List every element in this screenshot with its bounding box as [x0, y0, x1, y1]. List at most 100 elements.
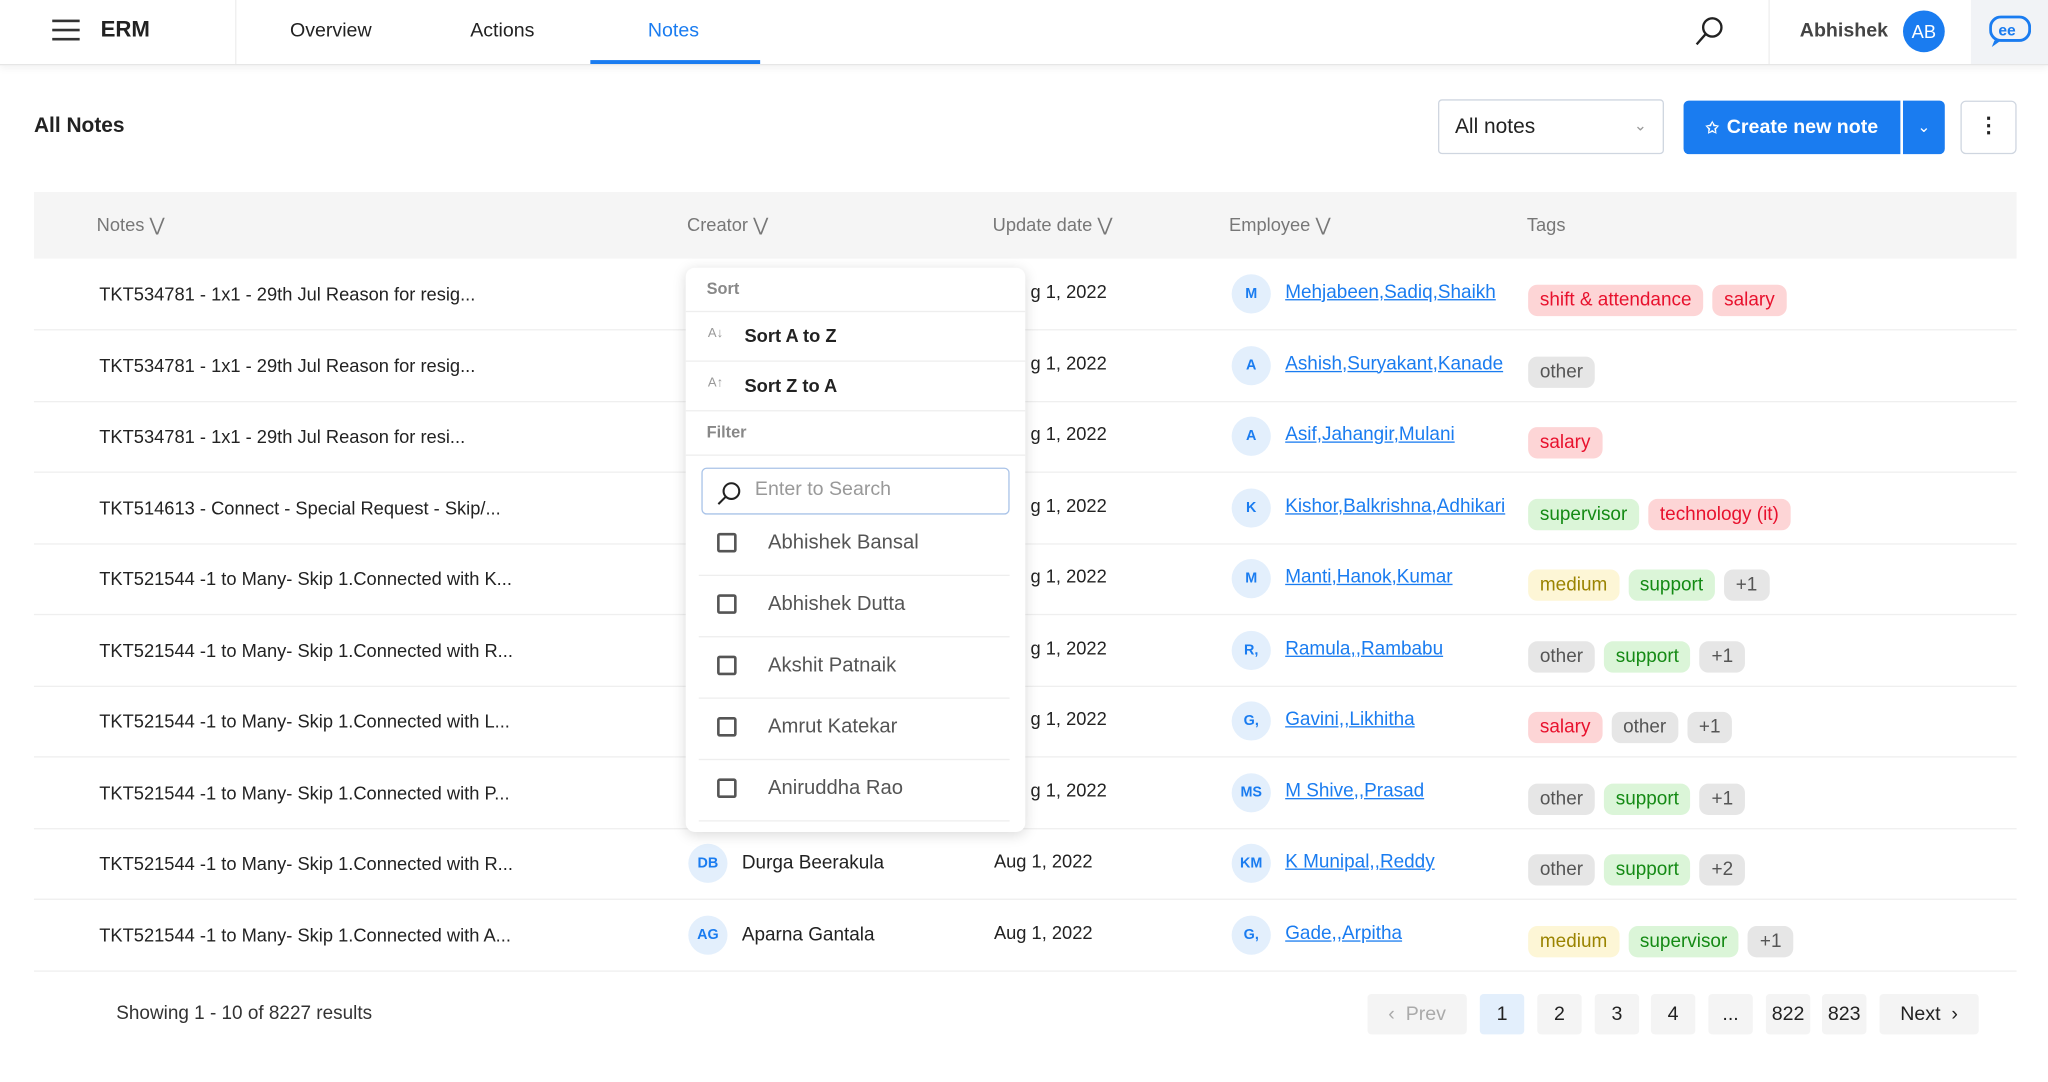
- note-title[interactable]: TKT534781 - 1x1 - 29th Jul Reason for re…: [99, 425, 466, 447]
- table-row[interactable]: TKT534781 - 1x1 - 29th Jul Reason for re…: [33, 330, 2017, 402]
- creator-option[interactable]: Aniruddha Rao: [698, 760, 1010, 822]
- checkbox[interactable]: [717, 655, 737, 676]
- chevron-down-icon: ⌄: [1633, 116, 1647, 135]
- creator-option[interactable]: Abhishek Dutta: [698, 576, 1010, 638]
- column-employee[interactable]: Employee ⋁: [1229, 214, 1330, 236]
- sort-label: Sort A to Z: [744, 325, 837, 347]
- tag[interactable]: +2: [1699, 854, 1745, 886]
- employee-link[interactable]: K Munipal,,Reddy: [1285, 851, 1435, 873]
- employee-link[interactable]: M Shive,,Prasad: [1285, 780, 1425, 802]
- tag: other: [1611, 711, 1679, 744]
- filter-icon[interactable]: ⋁: [1315, 214, 1331, 236]
- note-title[interactable]: TKT521544 -1 to Many- Skip 1.Connected w…: [99, 781, 510, 803]
- table-row[interactable]: TKT514613 - Connect - Special Request - …: [33, 472, 2017, 544]
- page-button[interactable]: 822: [1765, 993, 1811, 1035]
- search-icon[interactable]: [1694, 16, 1725, 47]
- filter-icon[interactable]: ⋁: [149, 214, 165, 236]
- employee-link[interactable]: Ramula,,Rambabu: [1285, 638, 1444, 659]
- creator-search-field[interactable]: [701, 467, 1010, 515]
- create-options-dropdown-button[interactable]: ⌄: [1902, 100, 1945, 155]
- table-row[interactable]: TKT534781 - 1x1 - 29th Jul Reason for re…: [33, 401, 2017, 473]
- hamburger-menu-icon[interactable]: [52, 19, 80, 42]
- note-title[interactable]: TKT521544 -1 to Many- Skip 1.Connected w…: [99, 852, 513, 874]
- tag: salary: [1528, 427, 1603, 459]
- tag[interactable]: +1: [1687, 711, 1733, 744]
- employee-link[interactable]: Manti,Hanok,Kumar: [1285, 566, 1453, 588]
- column-update-date[interactable]: Update date ⋁: [993, 214, 1113, 236]
- more-options-button[interactable]: ⋮: [1960, 100, 2017, 155]
- results-count: Showing 1 - 10 of 8227 results: [116, 1003, 373, 1024]
- column-label: Employee: [1229, 214, 1311, 236]
- note-title[interactable]: TKT534781 - 1x1 - 29th Jul Reason for re…: [99, 354, 476, 376]
- tags-list: other support +1: [1528, 783, 1745, 815]
- note-title[interactable]: TKT521544 -1 to Many- Skip 1.Connected w…: [99, 710, 510, 732]
- creator-option[interactable]: Amrut Katekar: [698, 699, 1010, 761]
- employee-avatar: G,: [1231, 914, 1271, 955]
- employee-avatar: M: [1231, 559, 1271, 599]
- filter-icon[interactable]: ⋁: [1097, 214, 1113, 236]
- note-title[interactable]: TKT521544 -1 to Many- Skip 1.Connected w…: [99, 568, 512, 590]
- table-row[interactable]: TKT521544 -1 to Many- Skip 1.Connected w…: [33, 686, 2017, 758]
- tag: support: [1603, 854, 1691, 886]
- sort-descending-icon: A↑: [707, 376, 724, 391]
- tag[interactable]: +1: [1748, 925, 1794, 957]
- active-tab-indicator: [590, 60, 761, 64]
- tag: medium: [1528, 569, 1620, 601]
- checkbox[interactable]: [717, 778, 737, 799]
- prev-page-button[interactable]: ‹ Prev: [1367, 993, 1467, 1035]
- note-title[interactable]: TKT514613 - Connect - Special Request - …: [99, 496, 501, 518]
- page-button[interactable]: 4: [1650, 993, 1696, 1035]
- creator-option[interactable]: Akshit Patnaik: [698, 637, 1010, 699]
- employee-link[interactable]: Gavini,,Likhitha: [1285, 709, 1415, 731]
- note-title[interactable]: TKT521544 -1 to Many- Skip 1.Connected w…: [99, 924, 511, 945]
- tab-overview[interactable]: Overview: [289, 19, 372, 42]
- tag[interactable]: +1: [1699, 783, 1745, 815]
- search-icon: [717, 482, 741, 505]
- page-button[interactable]: 1: [1479, 993, 1525, 1035]
- employee-link[interactable]: Mehjabeen,Sadiq,Shaikh: [1285, 282, 1496, 304]
- employee-link[interactable]: Asif,Jahangir,Mulani: [1285, 424, 1455, 446]
- table-row[interactable]: TKT534781 - 1x1 - 29th Jul Reason for re…: [33, 259, 2017, 331]
- filter-icon[interactable]: ⋁: [753, 214, 769, 236]
- update-date: g 1, 2022: [1030, 423, 1107, 445]
- tag: supervisor: [1628, 925, 1740, 957]
- sort-z-to-a[interactable]: A↑ Sort Z to A: [685, 360, 1026, 410]
- note-title[interactable]: TKT534781 - 1x1 - 29th Jul Reason for re…: [99, 283, 476, 305]
- column-creator[interactable]: Creator ⋁: [687, 214, 768, 236]
- creator-option[interactable]: Abhishek Bansal: [698, 515, 1010, 576]
- notes-filter-select[interactable]: All notes ⌄: [1438, 99, 1664, 155]
- tag[interactable]: +1: [1699, 640, 1745, 672]
- sort-a-to-z[interactable]: A↓ Sort A to Z: [685, 310, 1026, 361]
- next-page-button[interactable]: Next ›: [1879, 993, 1979, 1035]
- employee-link[interactable]: Kishor,Balkrishna,Adhikari: [1285, 495, 1506, 517]
- employee-link[interactable]: Gade,,Arpitha: [1285, 922, 1403, 944]
- column-label: Creator: [687, 214, 748, 236]
- page-button[interactable]: 3: [1594, 993, 1640, 1035]
- creator-avatar: AG: [688, 914, 728, 955]
- checkbox[interactable]: [717, 717, 737, 737]
- tag[interactable]: +1: [1723, 569, 1770, 601]
- table-row[interactable]: TKT521544 -1 to Many- Skip 1.Connected w…: [33, 899, 2017, 972]
- employee-avatar: R,: [1231, 630, 1271, 670]
- chat-button[interactable]: ee: [1970, 0, 2048, 64]
- page-button[interactable]: 823: [1822, 993, 1867, 1035]
- page-button[interactable]: 2: [1537, 993, 1582, 1035]
- table-row[interactable]: TKT521544 -1 to Many- Skip 1.Connected w…: [33, 757, 2017, 829]
- table-row[interactable]: TKT521544 -1 to Many- Skip 1.Connected w…: [33, 828, 2017, 900]
- tag: support: [1603, 640, 1691, 672]
- employee-link[interactable]: Ashish,Suryakant,Kanade: [1285, 353, 1504, 375]
- create-new-note-button[interactable]: ✩ Create new note: [1683, 100, 1901, 155]
- column-notes[interactable]: Notes ⋁: [97, 214, 165, 236]
- checkbox[interactable]: [717, 532, 737, 553]
- creator-search-input[interactable]: [752, 476, 1006, 502]
- tab-actions[interactable]: Actions: [470, 19, 535, 42]
- table-row[interactable]: TKT521544 -1 to Many- Skip 1.Connected w…: [33, 615, 2017, 687]
- chevron-down-icon: ⌄: [1917, 117, 1931, 136]
- user-avatar[interactable]: AB: [1902, 10, 1945, 53]
- table-row[interactable]: TKT521544 -1 to Many- Skip 1.Connected w…: [33, 543, 2017, 616]
- tab-notes[interactable]: Notes: [647, 19, 700, 42]
- user-name[interactable]: Abhishek: [1799, 19, 1888, 42]
- page-button[interactable]: ...: [1708, 993, 1753, 1035]
- note-title[interactable]: TKT521544 -1 to Many- Skip 1.Connected w…: [99, 639, 513, 661]
- checkbox[interactable]: [717, 594, 737, 614]
